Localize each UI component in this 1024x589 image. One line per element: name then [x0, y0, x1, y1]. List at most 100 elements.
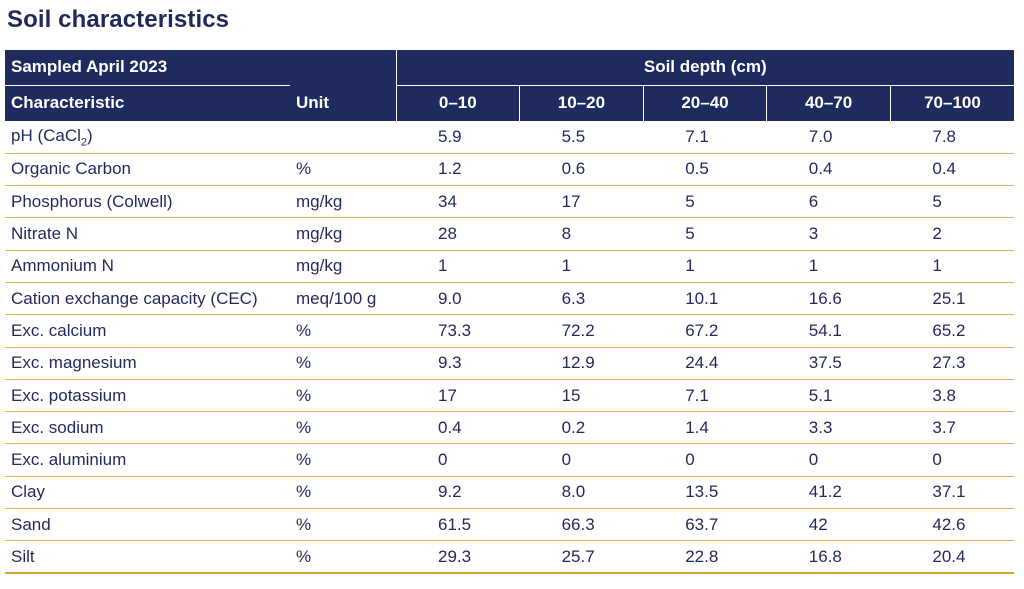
value-cell: 25.7	[519, 540, 644, 575]
value-cell: 3.8	[890, 379, 1015, 413]
table-row: Silt% 29.3 25.7 22.8 16.8 20.4	[5, 540, 1015, 575]
value-cell: 9.2	[396, 476, 520, 510]
value-cell: 8.0	[519, 476, 644, 510]
value-cell: 0	[890, 443, 1015, 477]
value-cell: 1.4	[643, 411, 767, 445]
value-cell: 5.5	[519, 121, 644, 154]
ph-label-subscript: 2	[80, 136, 88, 149]
value-cell: 2	[890, 217, 1015, 251]
value-cell: 63.7	[643, 508, 767, 542]
value-cell: 7.1	[643, 379, 767, 413]
value-cell: 7.8	[890, 121, 1015, 154]
value-cell: 5.1	[766, 379, 891, 413]
depth-column-header: 40–70	[766, 85, 891, 121]
characteristic-cell: Phosphorus (Colwell)	[5, 185, 290, 219]
characteristic-cell: Organic Carbon	[5, 153, 290, 187]
value-cell: 27.3	[890, 347, 1015, 380]
value-cell: 20.4	[890, 540, 1015, 575]
table-row: Exc. aluminium% 0 0 0 0 0	[5, 443, 1015, 477]
characteristic-cell: Cation exchange capacity (CEC)	[5, 282, 290, 316]
value-cell: 54.1	[766, 314, 891, 348]
value-cell: 0.6	[519, 153, 644, 187]
characteristic-cell: Exc. potassium	[5, 379, 290, 413]
table-row: Exc. magnesium% 9.3 12.9 24.4 37.5 27.3	[5, 347, 1015, 380]
ph-label-text: pH (CaCl	[11, 125, 81, 145]
unit-cell: mg/kg	[290, 185, 396, 219]
value-cell: 42.6	[890, 508, 1015, 542]
depth-column-header: 20–40	[643, 85, 768, 121]
value-cell: 8	[519, 217, 644, 251]
value-cell: 16.8	[766, 540, 891, 575]
characteristic-column-header: Characteristic	[5, 85, 290, 121]
characteristic-cell: Exc. aluminium	[5, 443, 290, 477]
table-row: Exc. sodium% 0.4 0.2 1.4 3.3 3.7	[5, 411, 1015, 445]
unit-cell: meq/100 g	[290, 282, 396, 316]
unit-cell	[290, 121, 396, 154]
value-cell: 13.5	[643, 476, 767, 510]
value-cell: 17	[519, 185, 644, 219]
table-row: Phosphorus (Colwell) mg/kg 34 17 5 6 5	[5, 185, 1015, 219]
value-cell: 12.9	[519, 347, 644, 380]
value-cell: 16.6	[766, 282, 891, 316]
characteristic-cell: Clay	[5, 476, 290, 510]
characteristic-cell: Silt	[5, 540, 290, 575]
value-cell: 3	[766, 217, 891, 251]
unit-column-header: Unit	[290, 50, 397, 122]
value-cell: 0.4	[890, 153, 1015, 187]
value-cell: 1	[890, 250, 1015, 283]
value-cell: 1	[396, 250, 520, 283]
unit-cell: mg/kg	[290, 217, 396, 251]
value-cell: 0	[519, 443, 644, 477]
value-cell: 3.3	[766, 411, 891, 445]
value-cell: 22.8	[643, 540, 767, 575]
value-cell: 5	[643, 185, 767, 219]
value-cell: 5.9	[396, 121, 520, 154]
table-row: Organic Carbon% 1.2 0.6 0.5 0.4 0.4	[5, 153, 1015, 187]
value-cell: 3.7	[890, 411, 1015, 445]
value-cell: 67.2	[643, 314, 767, 348]
value-cell: 25.1	[890, 282, 1015, 316]
value-cell: 1	[766, 250, 891, 283]
value-cell: 17	[396, 379, 520, 413]
unit-cell: %	[290, 476, 396, 510]
characteristic-cell: Sand	[5, 508, 290, 542]
table-row: Exc. potassium% 17 15 7.1 5.1 3.8	[5, 379, 1015, 413]
unit-cell: %	[290, 314, 396, 348]
value-cell: 65.2	[890, 314, 1015, 348]
value-cell: 28	[396, 217, 520, 251]
value-cell: 5	[890, 185, 1015, 219]
value-cell: 10.1	[643, 282, 767, 316]
characteristic-cell: Exc. magnesium	[5, 347, 290, 380]
value-cell: 0.4	[766, 153, 891, 187]
value-cell: 7.0	[766, 121, 891, 154]
value-cell: 24.4	[643, 347, 767, 380]
header-row-top: Sampled April 2023 Unit Soil depth (cm)	[5, 50, 1015, 122]
value-cell: 9.0	[396, 282, 520, 316]
unit-cell: %	[290, 411, 396, 445]
value-cell: 0	[643, 443, 767, 477]
value-cell: 1	[519, 250, 644, 283]
value-cell: 0.2	[519, 411, 644, 445]
unit-cell: %	[290, 153, 396, 187]
characteristic-cell: pH (CaCl2)	[5, 121, 290, 154]
unit-cell: mg/kg	[290, 250, 396, 283]
value-cell: 1.2	[396, 153, 520, 187]
value-cell: 34	[396, 185, 520, 219]
value-cell: 0.4	[396, 411, 520, 445]
value-cell: 61.5	[396, 508, 520, 542]
unit-cell: %	[290, 347, 396, 380]
characteristic-cell: Exc. calcium	[5, 314, 290, 348]
table-row: Exc. calcium% 73.3 72.2 67.2 54.1 65.2	[5, 314, 1015, 348]
value-cell: 66.3	[519, 508, 644, 542]
value-cell: 0	[766, 443, 891, 477]
table-row: Clay% 9.2 8.0 13.5 41.2 37.1	[5, 476, 1015, 510]
header-row-bottom: Characteristic 0–10 10–20 20–40 40–70 70…	[5, 85, 1015, 121]
depth-column-header: 10–20	[519, 85, 644, 121]
value-cell: 72.2	[519, 314, 644, 348]
table-row: Sand% 61.5 66.3 63.7 42 42.6	[5, 508, 1015, 542]
ph-label-close: )	[87, 125, 93, 145]
value-cell: 6.3	[519, 282, 644, 316]
value-cell: 41.2	[766, 476, 891, 510]
